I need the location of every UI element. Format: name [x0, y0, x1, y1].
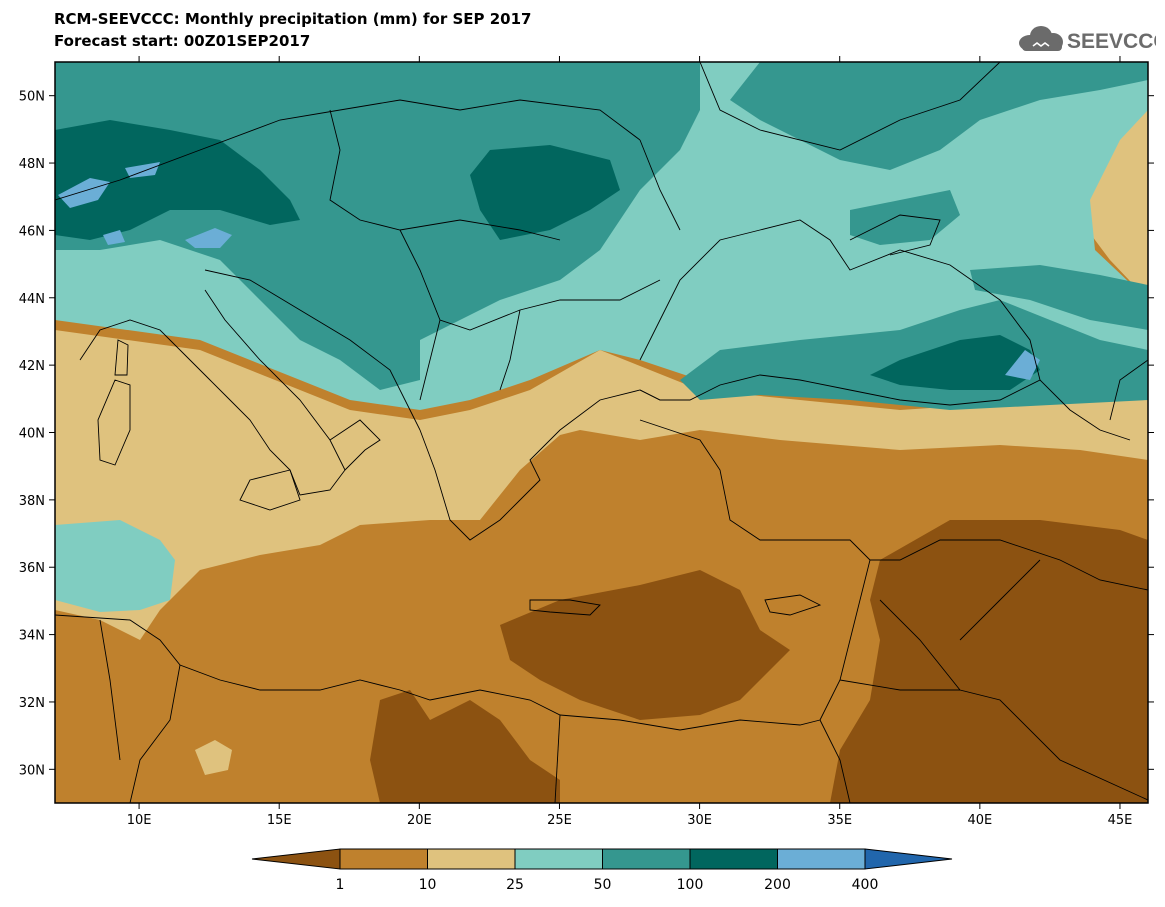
colorbar-cell	[339, 848, 428, 870]
border-14	[129, 664, 181, 803]
field-over-400-adriatic	[185, 228, 232, 248]
field-100-200-crimea	[850, 190, 960, 245]
field-100-200-north	[730, 62, 1148, 170]
italy-heel	[329, 419, 381, 471]
cloud-icon	[1019, 26, 1063, 51]
field-200-400-blacksea	[870, 335, 1040, 390]
border-4	[419, 319, 441, 401]
lat-tick-label: 38N	[19, 494, 45, 509]
lon-tick-label: 20E	[407, 813, 432, 828]
border-3	[399, 229, 661, 331]
cyprus	[764, 594, 822, 616]
colorbar-label: 10	[419, 877, 437, 893]
lon-tick-label: 45E	[1108, 813, 1133, 828]
field-over-400-caucasus	[1005, 350, 1040, 380]
seevccc-logo: SEEVCCC	[1019, 26, 1156, 53]
border-16	[959, 559, 1041, 641]
levant-coast	[819, 559, 871, 721]
border-2	[329, 109, 561, 241]
field-200-400-alps	[55, 120, 300, 240]
precipitation-field	[55, 62, 1148, 803]
lat-tick-label: 50N	[19, 90, 45, 105]
colorbar-min-arrow	[251, 848, 341, 870]
border-8	[1039, 379, 1131, 441]
lat-tick-label: 30N	[19, 763, 45, 778]
field-100-200-east	[970, 265, 1148, 330]
lon-tick-label: 30E	[687, 813, 712, 828]
field-over-400-alps-north	[125, 162, 160, 178]
black-sea-coast	[639, 219, 1041, 406]
field-200-400-carpathians	[470, 145, 620, 240]
lon-tick-label: 35E	[827, 813, 852, 828]
lat-tick-label: 44N	[19, 292, 45, 307]
border-1	[55, 99, 641, 201]
longitude-axis: 10E 15E 20E 25E 30E 35E 40E 45E	[127, 56, 1133, 828]
colorbar-label: 200	[764, 877, 791, 893]
corsica	[114, 339, 129, 376]
colorbar-max-arrow	[864, 848, 953, 870]
lat-tick-label: 48N	[19, 157, 45, 172]
lat-tick-label: 42N	[19, 359, 45, 374]
logo-text: SEEVCCC	[1067, 30, 1156, 53]
colorbar-cell	[602, 848, 691, 870]
colorbar-cell	[777, 848, 866, 870]
colorbar: 1 10 25 50 100 200 400	[251, 848, 953, 893]
lat-tick-label: 46N	[19, 224, 45, 239]
italy-coastline	[79, 289, 346, 496]
field-25-50	[55, 330, 1148, 640]
colorbar-label: 50	[594, 877, 612, 893]
border-10	[879, 599, 1148, 801]
sea-of-azov	[849, 214, 941, 256]
colorbar-cell	[514, 848, 603, 870]
border-7	[699, 62, 1001, 151]
north-africa-coast	[55, 614, 821, 731]
field-25-50-patch	[195, 740, 232, 775]
border-13	[554, 714, 561, 803]
lon-tick-label: 15E	[267, 813, 292, 828]
lon-tick-label: 25E	[547, 813, 572, 828]
latitude-axis: 50N 48N 46N 44N 42N 40N 38N 36N 34N 32N 30N	[19, 90, 1154, 778]
sardinia	[97, 379, 131, 466]
field-100-200-blacksea	[680, 300, 1148, 410]
greece-coast	[419, 389, 661, 541]
colorbar-label: 25	[506, 877, 524, 893]
field-1-10-sahara	[370, 690, 560, 803]
lat-tick-label: 36N	[19, 561, 45, 576]
lon-tick-label: 40E	[967, 813, 992, 828]
turkey-south-coast	[639, 419, 871, 561]
field-1-10-aegean	[500, 570, 790, 720]
colorbar-cell	[689, 848, 778, 870]
lat-tick-label: 32N	[19, 696, 45, 711]
forecast-start-subtitle: Forecast start: 00Z01SEP2017	[54, 32, 311, 50]
colorbar-label: 100	[677, 877, 704, 893]
colorbar-cell	[427, 848, 516, 870]
field-over-400-alps-west	[58, 178, 110, 208]
adriatic-east-coast	[204, 269, 421, 431]
border-15	[99, 619, 121, 761]
map-title: RCM-SEEVCCC: Monthly precipitation (mm) …	[54, 10, 532, 28]
lon-tick-label: 10E	[127, 813, 152, 828]
border-12	[819, 719, 851, 803]
border-11	[839, 679, 960, 691]
caspian-coast	[1109, 359, 1148, 421]
lat-tick-label: 40N	[19, 427, 45, 442]
coastlines-and-borders	[55, 62, 1148, 803]
field-over-400-alps-south	[103, 230, 125, 245]
border-9	[870, 539, 1148, 591]
border-6	[639, 139, 681, 231]
border-5	[499, 309, 521, 391]
colorbar-label: 400	[852, 877, 879, 893]
colorbar-label: 1	[336, 877, 345, 893]
field-50-100-west	[55, 520, 175, 612]
field-1-10-arabia	[830, 520, 1148, 803]
sicily	[239, 469, 301, 511]
crete	[529, 599, 601, 616]
lat-tick-label: 34N	[19, 629, 45, 644]
